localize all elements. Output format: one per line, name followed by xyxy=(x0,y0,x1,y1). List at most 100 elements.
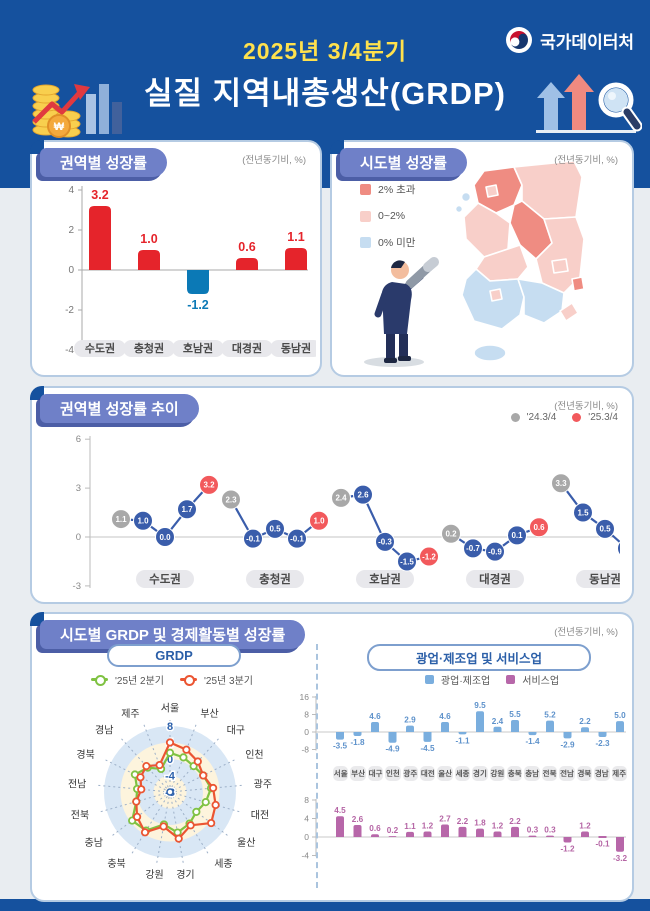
svg-text:1.2: 1.2 xyxy=(422,821,434,830)
svg-text:수도권: 수도권 xyxy=(85,342,115,355)
svg-text:0.6: 0.6 xyxy=(369,824,381,833)
svg-text:경기: 경기 xyxy=(176,868,194,881)
growth-arrow-head xyxy=(74,84,90,100)
svg-text:-8: -8 xyxy=(301,744,309,754)
svg-text:9.5: 9.5 xyxy=(474,701,486,710)
svg-text:-0.3: -0.3 xyxy=(378,538,392,547)
unit-note: (전년동기비, %) xyxy=(554,155,618,166)
svg-text:서울: 서울 xyxy=(161,703,179,715)
svg-text:-1.4: -1.4 xyxy=(525,737,540,746)
region-label: 대전 xyxy=(420,766,436,781)
region-label: 충남 xyxy=(524,766,540,781)
region-label: 전북 xyxy=(541,766,558,781)
industry-legend: 광업·제조업 서비스업 xyxy=(362,672,622,687)
services-swatch xyxy=(506,675,516,684)
taegeuk-logo-icon xyxy=(506,27,533,53)
bar xyxy=(236,258,258,270)
legend-item: '25년 2분기 xyxy=(91,672,164,687)
mining-swatch xyxy=(424,675,434,684)
svg-text:1.8: 1.8 xyxy=(474,819,486,828)
svg-text:16: 16 xyxy=(300,692,310,702)
svg-text:-0.1: -0.1 xyxy=(595,839,610,848)
svg-text:0.1: 0.1 xyxy=(511,531,523,540)
arrows-magnifier-illustration xyxy=(536,74,642,133)
panel-regional-growth: 권역별 성장률 (전년동기비, %) 4 2 0 -2 -4 3.2 수도권 1.0 충청권 -1… xyxy=(30,140,322,377)
industry-badge: 광업·제조업 및 서비스업 xyxy=(367,644,591,671)
svg-text:1.1: 1.1 xyxy=(115,515,127,524)
unit-note: (전년동기비, %) xyxy=(554,401,618,412)
grdp-badge: GRDP xyxy=(107,644,241,667)
svg-text:6: 6 xyxy=(76,434,81,445)
agency-logo: 국가데이터처 xyxy=(505,26,634,54)
svg-text:1.7: 1.7 xyxy=(181,505,193,514)
bar xyxy=(187,270,209,294)
svg-text:4.6: 4.6 xyxy=(439,712,451,721)
panel-bottom-title: 시도별 GRDP 및 경제활동별 성장률 xyxy=(40,620,306,649)
legend-item: '24.3/4 xyxy=(510,412,556,423)
panel-sido-grdp-industry: 시도별 GRDP 및 경제활동별 성장률 (전년동기비, %) GRDP '25… xyxy=(30,612,634,902)
svg-text:호남권: 호남권 xyxy=(369,572,401,586)
svg-text:-4: -4 xyxy=(301,850,309,860)
svg-text:8: 8 xyxy=(304,709,309,719)
legend-swatch-over2 xyxy=(360,184,371,195)
svg-text:2.4: 2.4 xyxy=(492,717,504,726)
svg-text:2.6: 2.6 xyxy=(357,490,369,499)
svg-text:0: 0 xyxy=(76,532,81,543)
svg-text:0.5: 0.5 xyxy=(599,525,611,534)
svg-text:동남권: 동남권 xyxy=(281,342,311,355)
svg-text:5.2: 5.2 xyxy=(544,711,556,720)
coins-growth-illustration: ₩ xyxy=(32,84,122,138)
svg-text:수도권: 수도권 xyxy=(149,573,181,586)
svg-text:4.5: 4.5 xyxy=(334,806,346,815)
region-label: 전남 xyxy=(559,766,575,781)
svg-text:호남권: 호남권 xyxy=(183,341,213,355)
panel-sido-growth-map: 시도별 성장률 (전년동기비, %) 2% 초과 0~2% 0% 미만 xyxy=(330,140,634,377)
korea-choropleth-map xyxy=(454,160,585,362)
svg-text:0.3: 0.3 xyxy=(527,826,539,835)
unit-note: (전년동기비, %) xyxy=(554,627,618,638)
svg-text:충청권: 충청권 xyxy=(134,341,164,355)
svg-text:경북: 경북 xyxy=(76,748,94,761)
panel-regional-trend: 권역별 성장률 추이 (전년동기비, %) '24.3/4 '25.3/4 6 3… xyxy=(30,386,634,604)
svg-text:1.0: 1.0 xyxy=(140,232,157,246)
unit-note: (전년동기비, %) xyxy=(242,155,306,166)
svg-text:4.6: 4.6 xyxy=(369,712,381,721)
region-label: 부산 xyxy=(350,766,366,781)
region-label: 경기 xyxy=(472,766,488,781)
legend-item: 2% 초과 xyxy=(360,182,415,197)
svg-text:부산: 부산 xyxy=(200,708,218,720)
region-label: 경남 xyxy=(594,766,610,781)
svg-text:-1.1: -1.1 xyxy=(455,736,470,745)
panel-regional-title: 권역별 성장률 xyxy=(40,148,167,177)
svg-text:0.2: 0.2 xyxy=(445,530,457,539)
magnifier-icon xyxy=(598,82,642,132)
regional-trend-line-chart: 6 3 0 -3 수도권 1.1 1.0 0.0 1.7 3.2 충청권 2.3 -0.1 0.5 -0.1… xyxy=(73,434,620,592)
svg-text:1.2: 1.2 xyxy=(579,821,591,830)
won-coin xyxy=(47,114,71,138)
svg-text:-2.9: -2.9 xyxy=(560,740,575,749)
svg-text:광주: 광주 xyxy=(254,779,272,791)
svg-text:2.3: 2.3 xyxy=(225,495,237,504)
svg-text:2.6: 2.6 xyxy=(352,815,364,824)
legend-item: 0% 미만 xyxy=(360,235,415,250)
svg-text:-0.9: -0.9 xyxy=(488,547,502,556)
q2-marker xyxy=(95,675,107,686)
svg-text:-2.3: -2.3 xyxy=(595,739,610,748)
svg-text:5.5: 5.5 xyxy=(509,710,521,719)
growth-arrow-line xyxy=(32,88,84,124)
svg-text:0.2: 0.2 xyxy=(387,826,399,835)
svg-text:강원: 강원 xyxy=(145,869,163,881)
svg-text:충북: 충북 xyxy=(107,858,125,870)
svg-text:0.0: 0.0 xyxy=(159,533,171,542)
svg-text:3.3: 3.3 xyxy=(555,479,567,488)
region-label: 충북 xyxy=(507,766,523,781)
blue-up-arrow xyxy=(537,82,565,130)
legend-item: '25.3/4 xyxy=(572,412,618,423)
svg-text:-3.2: -3.2 xyxy=(613,854,628,863)
vertical-separator xyxy=(316,644,318,888)
region-label: 광주 xyxy=(402,766,419,781)
region-label: 강원 xyxy=(489,766,506,781)
mining-manufacturing-bar-chart: 16 8 0 -8 -3.5 -1.8 4.6 -4.9 2.9 -4.5 4.6 -1.1 9.5 2.… xyxy=(300,692,627,755)
legend-dot-2534 xyxy=(572,413,582,422)
